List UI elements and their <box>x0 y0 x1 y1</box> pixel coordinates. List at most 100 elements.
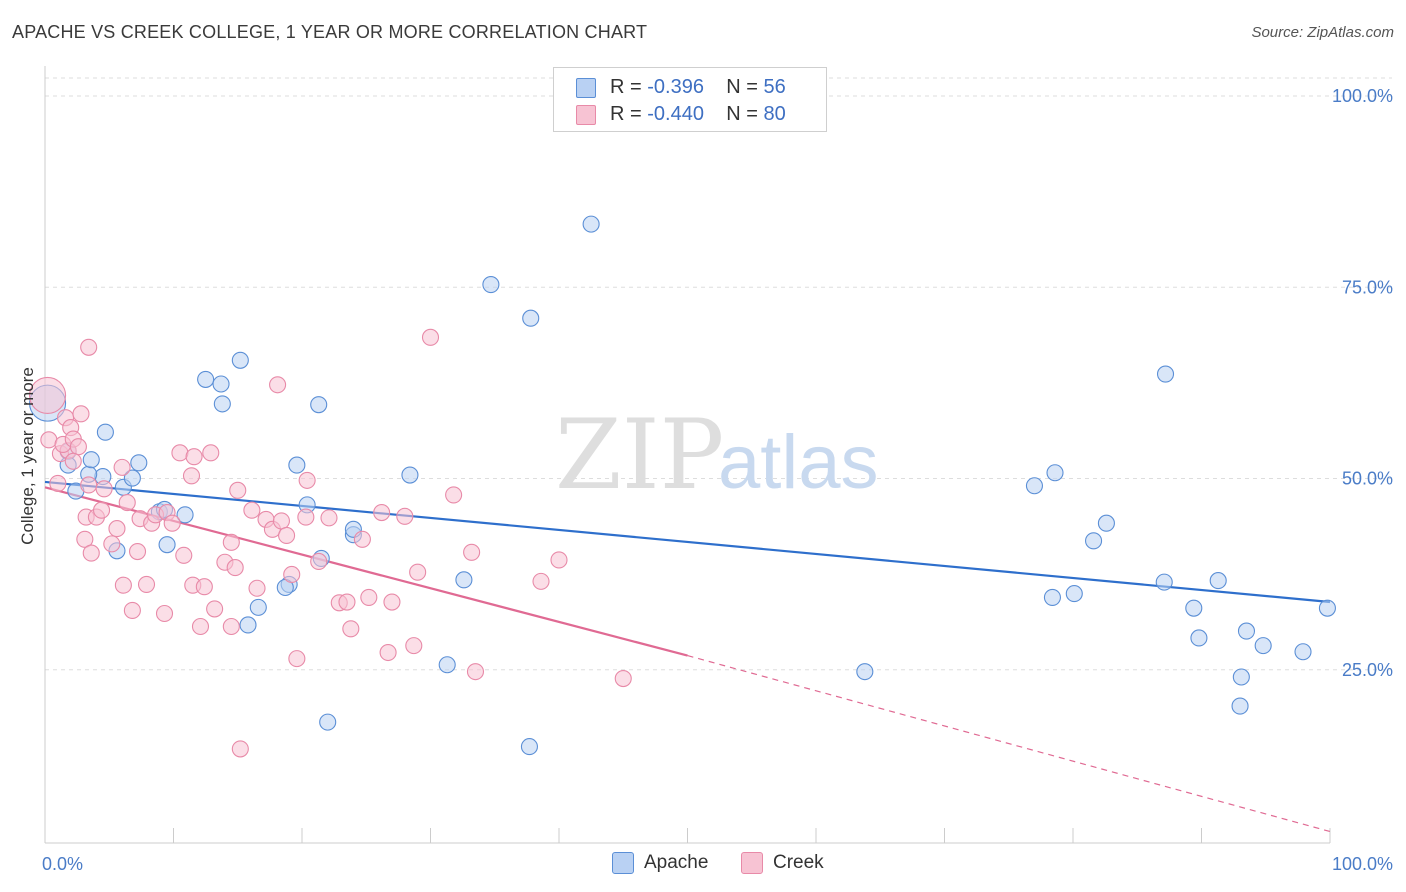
creek-trend-extension <box>687 654 1331 833</box>
apache-n-label: N = <box>726 76 758 98</box>
bottom-creek-label: Creek <box>773 852 824 874</box>
creek-point <box>269 376 287 394</box>
creek-point <box>297 508 315 526</box>
bottom-apache-swatch <box>612 852 634 874</box>
creek-point <box>379 643 397 662</box>
apache-point <box>582 215 600 233</box>
apache-point <box>82 451 100 469</box>
apache-trend-line <box>44 480 1331 604</box>
apache-point <box>1254 637 1272 655</box>
apache-point <box>310 396 328 414</box>
apache-point <box>130 454 148 472</box>
watermark: ZIP atlas <box>555 399 879 511</box>
creek-point <box>29 376 67 415</box>
y-axis-label: College, 1 year or more <box>18 367 37 545</box>
creek-point <box>72 405 90 423</box>
apache-swatch <box>576 77 596 98</box>
creek-point <box>272 512 290 530</box>
apache-point <box>1185 599 1203 617</box>
creek-point <box>353 530 371 548</box>
creek-swatch <box>576 104 596 125</box>
creek-point <box>80 476 98 494</box>
chart-source: Source: ZipAtlas.com <box>1251 24 1394 41</box>
apache-point <box>482 275 500 294</box>
apache-point <box>856 663 874 681</box>
creek-point <box>320 509 338 527</box>
creek-n-value: 80 <box>763 103 786 125</box>
bottom-legend-apache: Apache <box>612 852 708 874</box>
x-tick-label-max: 100.0% <box>1332 854 1393 874</box>
legend-row-apache: R = -0.396 N = 56 <box>576 76 786 100</box>
apache-point <box>520 738 538 756</box>
apache-point <box>1043 588 1061 606</box>
creek-point <box>185 448 203 466</box>
trend-lines <box>44 480 1331 833</box>
chart-title: APACHE VS CREEK COLLEGE, 1 YEAR OR MORE … <box>12 22 648 42</box>
creek-point <box>128 542 147 561</box>
creek-point <box>463 543 481 561</box>
creek-r-label: R = <box>610 103 642 125</box>
apache-point <box>212 375 230 393</box>
creek-point <box>40 431 58 449</box>
apache-point <box>176 506 194 524</box>
creek-point <box>226 559 244 577</box>
creek-point <box>123 601 141 619</box>
creek-point <box>69 438 87 456</box>
creek-point <box>64 452 82 470</box>
creek-point <box>360 588 378 606</box>
creek-n-label: N = <box>726 103 758 125</box>
creek-point <box>103 535 121 553</box>
apache-n-value: 56 <box>763 76 786 98</box>
creek-point <box>76 530 94 548</box>
creek-point <box>182 467 201 485</box>
apache-point <box>1025 477 1043 495</box>
apache-point <box>1156 365 1175 383</box>
creek-point <box>532 572 550 590</box>
creek-point <box>163 514 181 532</box>
apache-point <box>1155 573 1173 591</box>
apache-point <box>1190 629 1208 647</box>
apache-point <box>288 456 306 474</box>
apache-point <box>213 395 231 413</box>
stats-legend: R = -0.396 N = 56 R = -0.440 N = 80 <box>553 67 827 132</box>
apache-point <box>522 309 540 327</box>
bottom-legend-creek: Creek <box>741 852 824 874</box>
bottom-apache-label: Apache <box>644 852 709 874</box>
creek-point <box>171 444 189 462</box>
creek-point <box>342 620 360 638</box>
creek-point <box>283 565 301 584</box>
creek-point <box>222 533 240 551</box>
creek-point <box>383 593 401 611</box>
x-tick-label-min: 0.0% <box>42 854 83 874</box>
creek-point <box>248 579 266 597</box>
creek-point <box>614 669 632 688</box>
apache-point <box>158 536 176 554</box>
creek-point <box>118 494 136 512</box>
watermark-atlas: atlas <box>718 420 879 505</box>
watermark-zip: ZIP <box>555 399 724 511</box>
creek-point <box>405 637 423 655</box>
creek-point <box>466 663 485 681</box>
creek-point <box>108 520 126 538</box>
creek-point <box>373 503 391 522</box>
creek-point <box>231 740 249 758</box>
legend-row-creek: R = -0.440 N = 80 <box>576 103 786 127</box>
apache-point <box>231 351 249 369</box>
apache-point <box>401 466 419 484</box>
creek-point <box>409 563 427 581</box>
bottom-creek-swatch <box>741 852 763 874</box>
creek-point <box>243 501 261 519</box>
tick-labels: 25.0% 50.0% 75.0% 100.0% 0.0% 100.0% <box>42 86 1393 874</box>
creek-point <box>80 338 98 356</box>
apache-point <box>249 598 267 616</box>
apache-point <box>319 713 337 731</box>
creek-point <box>175 546 193 564</box>
apache-point <box>1097 514 1115 532</box>
creek-point <box>191 617 210 636</box>
creek-point <box>396 507 414 525</box>
creek-point <box>445 486 463 504</box>
creek-point <box>222 617 240 636</box>
creek-r-value: -0.440 <box>647 103 704 125</box>
apache-r-value: -0.396 <box>647 76 704 98</box>
